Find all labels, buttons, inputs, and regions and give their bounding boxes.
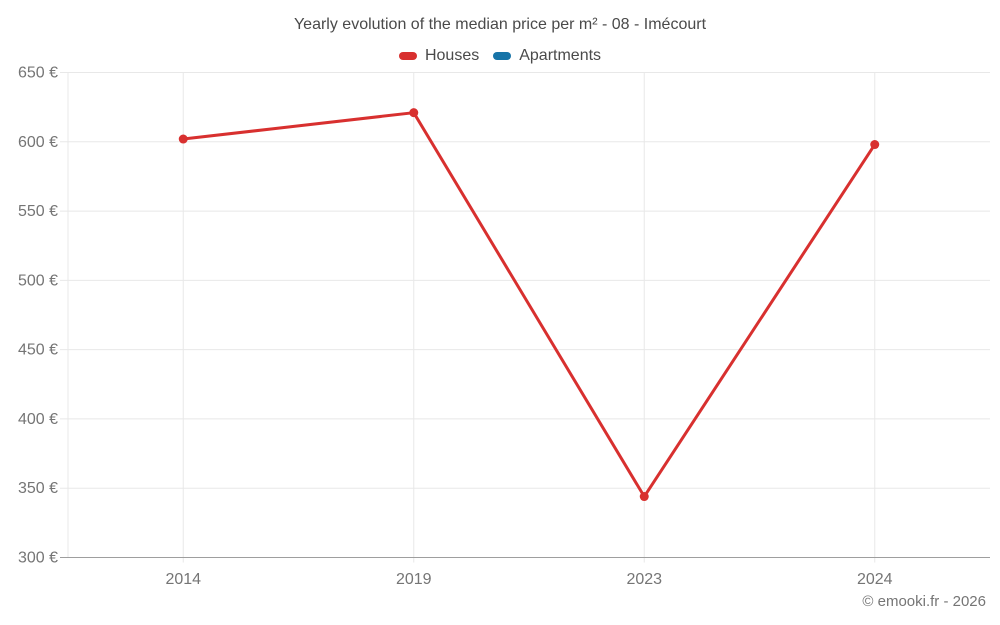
houses-line bbox=[181, 111, 877, 499]
x-axis-tick-label: 2023 bbox=[626, 571, 662, 588]
legend-label: Apartments bbox=[519, 47, 602, 64]
y-axis-tick-label: 650 € bbox=[18, 65, 58, 82]
houses-data-point bbox=[639, 492, 649, 502]
x-axis-tick-label: 2014 bbox=[165, 571, 201, 588]
y-axis-tick-label: 300 € bbox=[18, 550, 58, 567]
y-axis-tick-label: 350 € bbox=[18, 480, 58, 497]
legend-swatch-houses bbox=[398, 52, 417, 60]
houses-data-point bbox=[178, 134, 188, 144]
legend-item-houses[interactable]: Houses bbox=[398, 47, 480, 65]
y-axis-tick-label: 600 € bbox=[18, 134, 58, 151]
legend-swatch-apartments bbox=[493, 52, 512, 60]
copyright-credit: © emooki.fr - 2026 bbox=[862, 593, 986, 610]
x-axis-tick-label: 2019 bbox=[396, 571, 432, 588]
y-axis-tick-label: 400 € bbox=[18, 411, 58, 428]
chart-title: Yearly evolution of the median price per… bbox=[293, 16, 707, 33]
houses-data-point bbox=[870, 140, 880, 150]
chart-legend: Houses Apartments bbox=[0, 47, 1000, 65]
houses-data-point bbox=[409, 108, 419, 118]
y-axis-tick-label: 550 € bbox=[18, 203, 58, 220]
y-axis-tick-label: 450 € bbox=[18, 342, 58, 359]
legend-item-apartments[interactable]: Apartments bbox=[493, 47, 601, 65]
legend-label: Houses bbox=[424, 47, 480, 64]
x-axis-tick-label: 2024 bbox=[857, 571, 893, 588]
y-axis-tick-label: 500 € bbox=[18, 272, 58, 289]
